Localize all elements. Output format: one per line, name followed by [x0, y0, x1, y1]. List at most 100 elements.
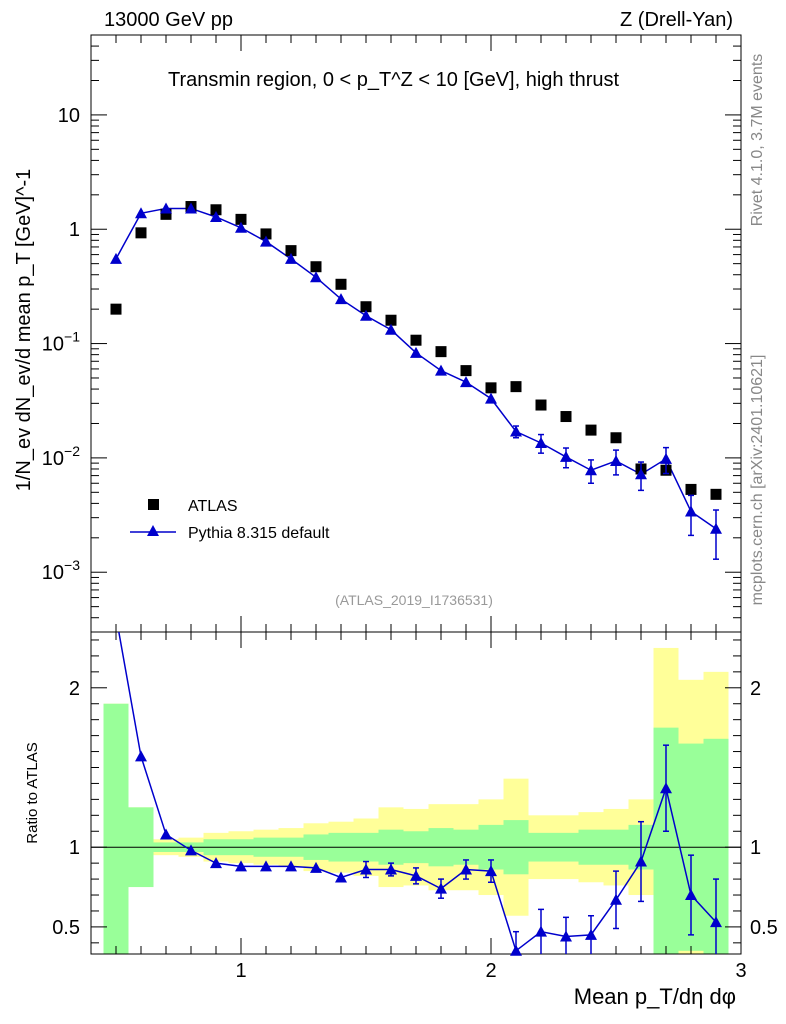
atlas-point [110, 303, 122, 315]
ratio-y-axis-label: Ratio to ATLAS [24, 742, 41, 843]
atlas-point [710, 488, 722, 500]
ratio-point [510, 944, 522, 956]
ratio-point [385, 863, 397, 875]
pythia-point [185, 202, 197, 214]
atlas-point [210, 204, 222, 216]
atlas-point [260, 228, 272, 240]
pythia-point [335, 293, 347, 305]
atlas-point [385, 314, 397, 326]
header-right: Z (Drell-Yan) [620, 9, 733, 31]
ratio-point [185, 844, 197, 856]
ratio-point [635, 855, 647, 867]
legend: ATLAS Pythia 8.315 default [130, 498, 330, 542]
ratio-point [310, 861, 322, 873]
pythia-point [560, 450, 572, 462]
ratio-point [235, 860, 247, 872]
atlas-point [160, 208, 172, 220]
y-tick-label: 10−3 [42, 557, 80, 584]
header-left: 13000 GeV pp [104, 9, 233, 31]
ratio-point [160, 828, 172, 840]
analysis-id: (ATLAS_2019_I1736531) [335, 592, 493, 608]
ratio-point [285, 860, 297, 872]
pythia-point [135, 207, 147, 219]
legend-atlas-marker [148, 499, 159, 510]
pythia-point [110, 252, 122, 264]
ratio-point [685, 889, 697, 901]
atlas-point [560, 411, 572, 423]
ratio-band-inner [103, 703, 129, 954]
pythia-point [410, 346, 422, 358]
y-tick-label: 10−2 [42, 443, 80, 470]
atlas-point [585, 424, 597, 436]
pythia-point [485, 392, 497, 404]
ratio-line [118, 632, 717, 953]
mcplots-label: mcplots.cern.ch [arXiv:2401.10621] [749, 355, 766, 606]
legend-pythia-label: Pythia 8.315 default [188, 525, 330, 542]
ratio-point [260, 860, 272, 872]
pythia-point [360, 309, 372, 321]
ratio-point [360, 863, 372, 875]
legend-atlas-label: ATLAS [188, 498, 238, 515]
main-y-axis-label: 1/N_ev dN_ev/d mean p_T [GeV]^-1 [13, 169, 35, 492]
atlas-point [485, 382, 497, 394]
pythia-point [235, 221, 247, 233]
pythia-point [260, 235, 272, 247]
pythia-point [685, 505, 697, 517]
atlas-point [610, 432, 622, 444]
ratio-point [135, 750, 147, 762]
x-tick-label: 3 [735, 960, 746, 982]
ratio-point [335, 871, 347, 883]
y-tick-label: 10−1 [42, 329, 80, 356]
ratio-y-tick-label: 1 [69, 837, 80, 859]
pythia-point [535, 436, 547, 448]
pythia-point [510, 425, 522, 437]
main-panel: 10−3 10−2 10−1 1 10 [42, 34, 742, 633]
atlas-point [285, 245, 297, 257]
ratio-point [410, 869, 422, 881]
ratio-point [210, 857, 222, 869]
pythia-point [635, 468, 647, 480]
pythia-point [460, 376, 472, 388]
ratio-y-tick-label: 0.5 [52, 917, 80, 939]
ratio-panel: 0.5 0.5 1 1 2 2 [52, 631, 778, 956]
chart-title: Transmin region, 0 < p_T^Z < 10 [GeV], h… [168, 69, 620, 91]
ratio-y-tick-label-right: 1 [750, 837, 761, 859]
atlas-point [510, 381, 522, 393]
pythia-point [285, 252, 297, 264]
x-tick-label: 1 [235, 960, 246, 982]
pythia-line [115, 207, 717, 530]
ratio-point [610, 893, 622, 905]
atlas-point [435, 346, 447, 358]
y-tick-label: 10 [58, 105, 80, 127]
atlas-point [460, 365, 472, 377]
y-tick-label: 1 [69, 219, 80, 241]
pythia-point [210, 210, 222, 222]
atlas-point [535, 399, 547, 411]
ratio-y-tick-label-right: 2 [750, 678, 761, 700]
pythia-point [385, 323, 397, 335]
ratio-point [660, 782, 672, 794]
atlas-point [410, 334, 422, 346]
rivet-label: Rivet 4.1.0, 3.7M events [749, 54, 766, 227]
pythia-point [585, 464, 597, 476]
atlas-point [135, 227, 147, 239]
ratio-point [560, 930, 572, 942]
pythia-point [435, 364, 447, 376]
pythia-point [710, 522, 722, 534]
ratio-y-tick-label-right: 0.5 [750, 917, 778, 939]
pythia-point [310, 271, 322, 283]
pythia-point [660, 452, 672, 464]
pythia-point [610, 454, 622, 466]
ratio-frame [90, 631, 742, 955]
ratio-point [585, 928, 597, 940]
ratio-point [535, 925, 547, 937]
ratio-point [710, 916, 722, 928]
ratio-point [460, 863, 472, 875]
x-tick-label: 2 [485, 960, 496, 982]
ratio-point [485, 865, 497, 877]
pythia-point [160, 202, 172, 214]
atlas-point [235, 213, 247, 225]
ratio-point [435, 882, 447, 894]
main-frame [90, 34, 742, 633]
